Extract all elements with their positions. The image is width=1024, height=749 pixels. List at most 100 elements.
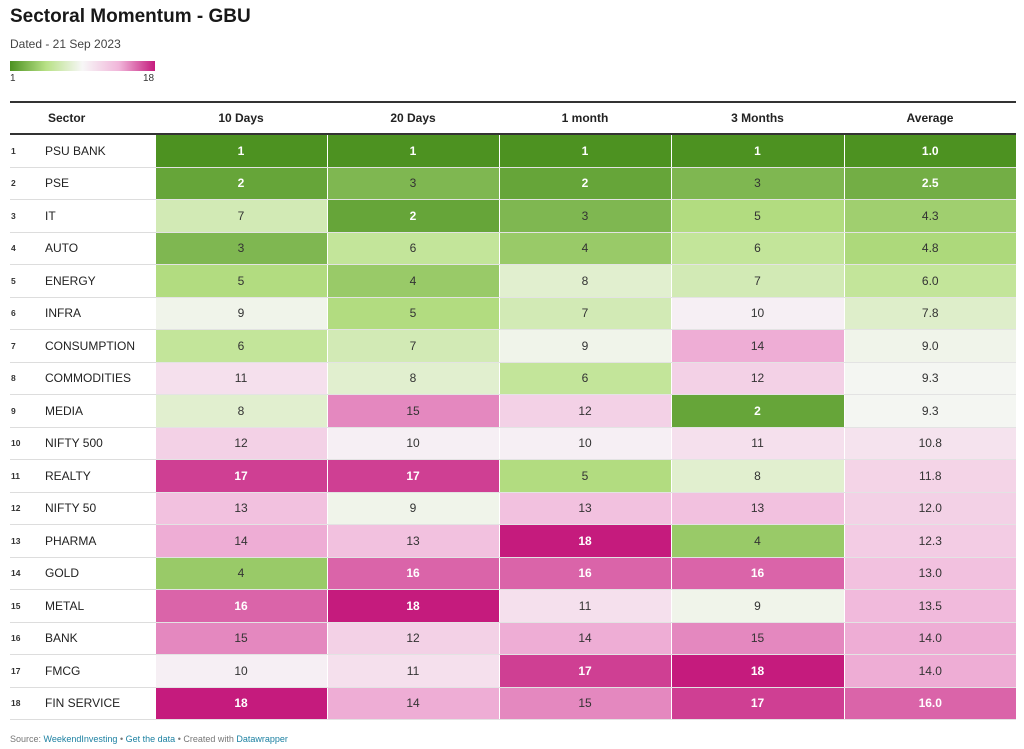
heatmap-cell-3-months: 12 (670, 362, 845, 395)
table-row: 5 ENERGY 5 4 8 7 6.0 (10, 264, 1017, 298)
heatmap-cell-20-days: 2 (326, 199, 500, 233)
row-rank: 5 (10, 264, 45, 298)
heatmap-cell-1-month: 9 (498, 329, 672, 363)
heatmap-cell-1-month: 17 (498, 654, 672, 688)
footer-source-link[interactable]: WeekendInvesting (43, 734, 118, 744)
heatmap-cell-10-days: 5 (154, 264, 328, 298)
heatmap-cell-10-days: 15 (154, 622, 328, 655)
heatmap-cell-average: 7.8 (843, 297, 1017, 330)
heatmap-cell-average: 16.0 (843, 687, 1017, 720)
table-row: 8 COMMODITIES 11 8 6 12 9.3 (10, 362, 1017, 395)
chart-subtitle: Dated - 21 Sep 2023 (10, 37, 121, 51)
heatmap-cell-3-months: 2 (670, 394, 845, 428)
sector-name: INFRA (45, 297, 156, 330)
color-legend-bar (10, 61, 155, 71)
heatmap-cell-average: 14.0 (843, 654, 1017, 688)
get-the-data-link[interactable]: Get the data (125, 734, 176, 744)
table-row: 10 NIFTY 500 12 10 10 11 10.8 (10, 427, 1017, 460)
table-row: 12 NIFTY 50 13 9 13 13 12.0 (10, 492, 1017, 525)
heatmap-cell-average: 13.0 (843, 557, 1017, 590)
table-row: 16 BANK 15 12 14 15 14.0 (10, 622, 1017, 655)
row-rank: 6 (10, 297, 45, 330)
heatmap-cell-1-month: 4 (498, 232, 672, 265)
column-header-3-months[interactable]: 3 Months (671, 102, 845, 135)
table-row: 17 FMCG 10 11 17 18 14.0 (10, 654, 1017, 688)
sector-name: PHARMA (45, 524, 156, 558)
table-row: 1 PSU BANK 1 1 1 1 1.0 (10, 134, 1017, 168)
heatmap-cell-10-days: 6 (154, 329, 328, 363)
heatmap-cell-3-months: 6 (670, 232, 845, 265)
datawrapper-link[interactable]: Datawrapper (236, 734, 288, 744)
heatmap-cell-average: 9.0 (843, 329, 1017, 363)
footer: Source: WeekendInvesting • Get the data … (10, 734, 288, 744)
heatmap-cell-3-months: 17 (670, 687, 845, 720)
heatmap-cell-3-months: 10 (670, 297, 845, 330)
heatmap-cell-10-days: 12 (154, 427, 328, 460)
heatmap-cell-average: 9.3 (843, 394, 1017, 428)
heatmap-cell-3-months: 11 (670, 427, 845, 460)
row-rank: 7 (10, 329, 45, 363)
chart-title: Sectoral Momentum - GBU (10, 6, 251, 27)
heatmap-cell-10-days: 10 (154, 654, 328, 688)
heatmap-cell-10-days: 8 (154, 394, 328, 428)
table-header-row: Sector 10 Days 20 Days 1 month 3 Months … (10, 102, 1017, 135)
heatmap-cell-average: 10.8 (843, 427, 1017, 460)
heatmap-cell-10-days: 2 (154, 167, 328, 200)
heatmap-cell-20-days: 1 (326, 134, 500, 168)
heatmap-cell-average: 4.8 (843, 232, 1017, 265)
heatmap-cell-1-month: 18 (498, 524, 672, 558)
sector-name: ENERGY (45, 264, 156, 298)
heatmap-cell-3-months: 7 (670, 264, 845, 298)
sector-name: FIN SERVICE (45, 687, 156, 720)
row-rank: 14 (10, 557, 45, 590)
sector-name: PSE (45, 167, 156, 200)
row-rank: 4 (10, 232, 45, 265)
table-row: 9 MEDIA 8 15 12 2 9.3 (10, 394, 1017, 428)
heatmap-cell-20-days: 13 (326, 524, 500, 558)
sector-name: GOLD (45, 557, 156, 590)
table-row: 14 GOLD 4 16 16 16 13.0 (10, 557, 1017, 590)
heatmap-cell-1-month: 12 (498, 394, 672, 428)
table-row: 2 PSE 2 3 2 3 2.5 (10, 167, 1017, 200)
heatmap-cell-average: 13.5 (843, 589, 1017, 623)
heatmap-cell-3-months: 18 (670, 654, 845, 688)
table-row: 7 CONSUMPTION 6 7 9 14 9.0 (10, 329, 1017, 363)
row-rank: 3 (10, 199, 45, 233)
row-rank: 15 (10, 589, 45, 623)
heatmap-cell-average: 12.3 (843, 524, 1017, 558)
column-header-sector[interactable]: Sector (10, 102, 156, 135)
heatmap-cell-1-month: 13 (498, 492, 672, 525)
row-rank: 16 (10, 622, 45, 655)
column-header-20-days[interactable]: 20 Days (327, 102, 500, 135)
footer-separator: • (177, 734, 181, 744)
heatmap-cell-1-month: 2 (498, 167, 672, 200)
row-rank: 9 (10, 394, 45, 428)
heatmap-cell-20-days: 15 (326, 394, 500, 428)
column-header-10-days[interactable]: 10 Days (155, 102, 328, 135)
footer-source-label: Source: (10, 734, 42, 744)
heatmap-cell-20-days: 3 (326, 167, 500, 200)
heatmap-cell-10-days: 17 (154, 459, 328, 493)
sector-name: FMCG (45, 654, 156, 688)
heatmap-cell-3-months: 13 (670, 492, 845, 525)
column-header-average[interactable]: Average (844, 102, 1017, 135)
heatmap-cell-20-days: 5 (326, 297, 500, 330)
heatmap-cell-10-days: 9 (154, 297, 328, 330)
heatmap-cell-1-month: 11 (498, 589, 672, 623)
heatmap-cell-3-months: 14 (670, 329, 845, 363)
table-row: 3 IT 7 2 3 5 4.3 (10, 199, 1017, 233)
column-header-1-month[interactable]: 1 month (499, 102, 672, 135)
heatmap-cell-10-days: 11 (154, 362, 328, 395)
sector-name: NIFTY 500 (45, 427, 156, 460)
legend-min-label: 1 (10, 73, 16, 84)
heatmap-cell-1-month: 7 (498, 297, 672, 330)
heatmap-cell-3-months: 8 (670, 459, 845, 493)
heatmap-cell-1-month: 14 (498, 622, 672, 655)
table-row: 6 INFRA 9 5 7 10 7.8 (10, 297, 1017, 330)
sector-name: AUTO (45, 232, 156, 265)
heatmap-cell-20-days: 10 (326, 427, 500, 460)
heatmap-cell-3-months: 15 (670, 622, 845, 655)
footer-separator: • (119, 734, 124, 744)
sector-name: PSU BANK (45, 134, 156, 168)
table-row: 11 REALTY 17 17 5 8 11.8 (10, 459, 1017, 493)
